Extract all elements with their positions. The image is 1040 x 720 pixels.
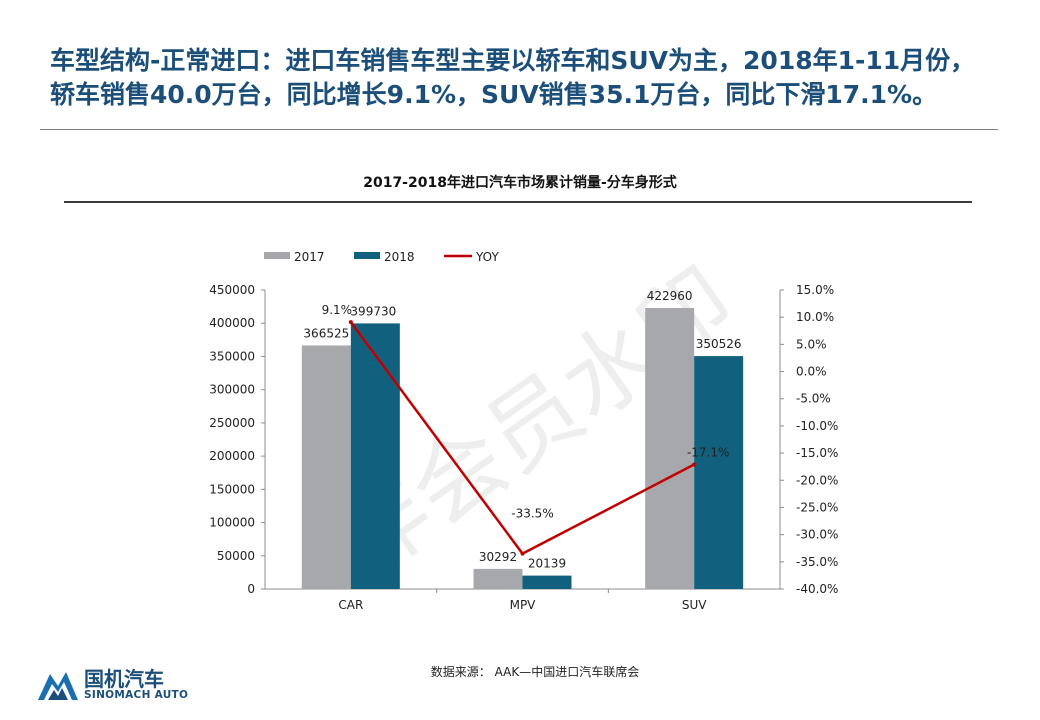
bar-2018-car: [350, 323, 400, 589]
yoy-value-label: 9.1%: [322, 303, 353, 317]
y-left-tick-label: 350000: [209, 349, 255, 363]
bar-2017-car: [301, 345, 351, 589]
bar-2018-mpv: [522, 575, 572, 589]
y-right-tick-label: -25.0%: [796, 500, 838, 514]
legend-swatch-2017: [264, 252, 290, 259]
legend-label-2018: 2018: [384, 250, 415, 264]
y-left-tick-label: 250000: [209, 416, 255, 430]
y-right-tick-label: -40.0%: [796, 582, 838, 596]
bar-value-label: 20139: [528, 557, 566, 571]
y-left-tick-label: 100000: [209, 516, 255, 530]
legend-label-2017: 2017: [294, 250, 325, 264]
data-source: 数据来源： AAK—中国进口汽车联席会: [430, 665, 640, 679]
y-left-tick-label: 450000: [209, 283, 255, 297]
x-tick-label: CAR: [338, 598, 363, 612]
y-left-tick-label: 200000: [209, 449, 255, 463]
y-right-tick-label: 15.0%: [796, 283, 834, 297]
bar-value-label: 366525: [303, 326, 349, 340]
headline-line-2: 轿车销售40.0万台，同比增长9.1%，SUV销售35.1万台，同比下滑17.1…: [50, 80, 938, 109]
x-tick-label: SUV: [682, 598, 707, 612]
yoy-value-label: -33.5%: [511, 507, 553, 521]
header-divider: [40, 129, 998, 130]
y-right-tick-label: -15.0%: [796, 446, 838, 460]
yoy-point: [520, 551, 525, 556]
y-left-tick-label: 150000: [209, 482, 255, 496]
bar-2017-suv: [645, 307, 695, 589]
bar-value-label: 399730: [350, 304, 396, 318]
y-right-tick-label: -10.0%: [796, 419, 838, 433]
bar-2017-mpv: [473, 568, 523, 589]
legend-label-yoy: YOY: [475, 250, 499, 264]
bar-2018-suv: [694, 356, 744, 589]
company-logo: 国机汽车 SINOMACH AUTO: [38, 662, 238, 708]
page-headline: 车型结构-正常进口：进口车销售车型主要以轿车和SUV为主，2018年1-11月份…: [50, 44, 1030, 112]
yoy-value-label: -17.1%: [687, 446, 729, 460]
y-right-tick-label: -35.0%: [796, 555, 838, 569]
bar-value-label: 30292: [479, 550, 517, 564]
chart-title-divider: [64, 201, 972, 203]
sinomach-logo-icon: [38, 672, 78, 700]
y-left-tick-label: 0: [247, 582, 255, 596]
y-right-tick-label: -30.0%: [796, 528, 838, 542]
y-right-tick-label: 5.0%: [796, 337, 827, 351]
logo-name-cn: 国机汽车: [84, 667, 164, 691]
y-left-tick-label: 300000: [209, 383, 255, 397]
x-tick-label: MPV: [510, 598, 537, 612]
y-left-tick-label: 50000: [217, 549, 255, 563]
logo-name-en: SINOMACH AUTO: [84, 689, 189, 701]
y-right-tick-label: -20.0%: [796, 473, 838, 487]
y-right-tick-label: 0.0%: [796, 365, 827, 379]
y-left-tick-label: 400000: [209, 316, 255, 330]
chart-title: 2017-2018年进口汽车市场累计销量-分车身形式: [363, 175, 677, 191]
bar-value-label: 422960: [647, 289, 693, 303]
yoy-point: [692, 462, 697, 467]
y-right-tick-label: -5.0%: [796, 392, 831, 406]
headline-line-1: 车型结构-正常进口：进口车销售车型主要以轿车和SUV为主，2018年1-11月份…: [50, 46, 976, 75]
bar-value-label: 350526: [696, 337, 742, 351]
legend-swatch-2018: [354, 252, 380, 259]
yoy-point: [348, 320, 353, 325]
y-right-tick-label: 10.0%: [796, 310, 834, 324]
